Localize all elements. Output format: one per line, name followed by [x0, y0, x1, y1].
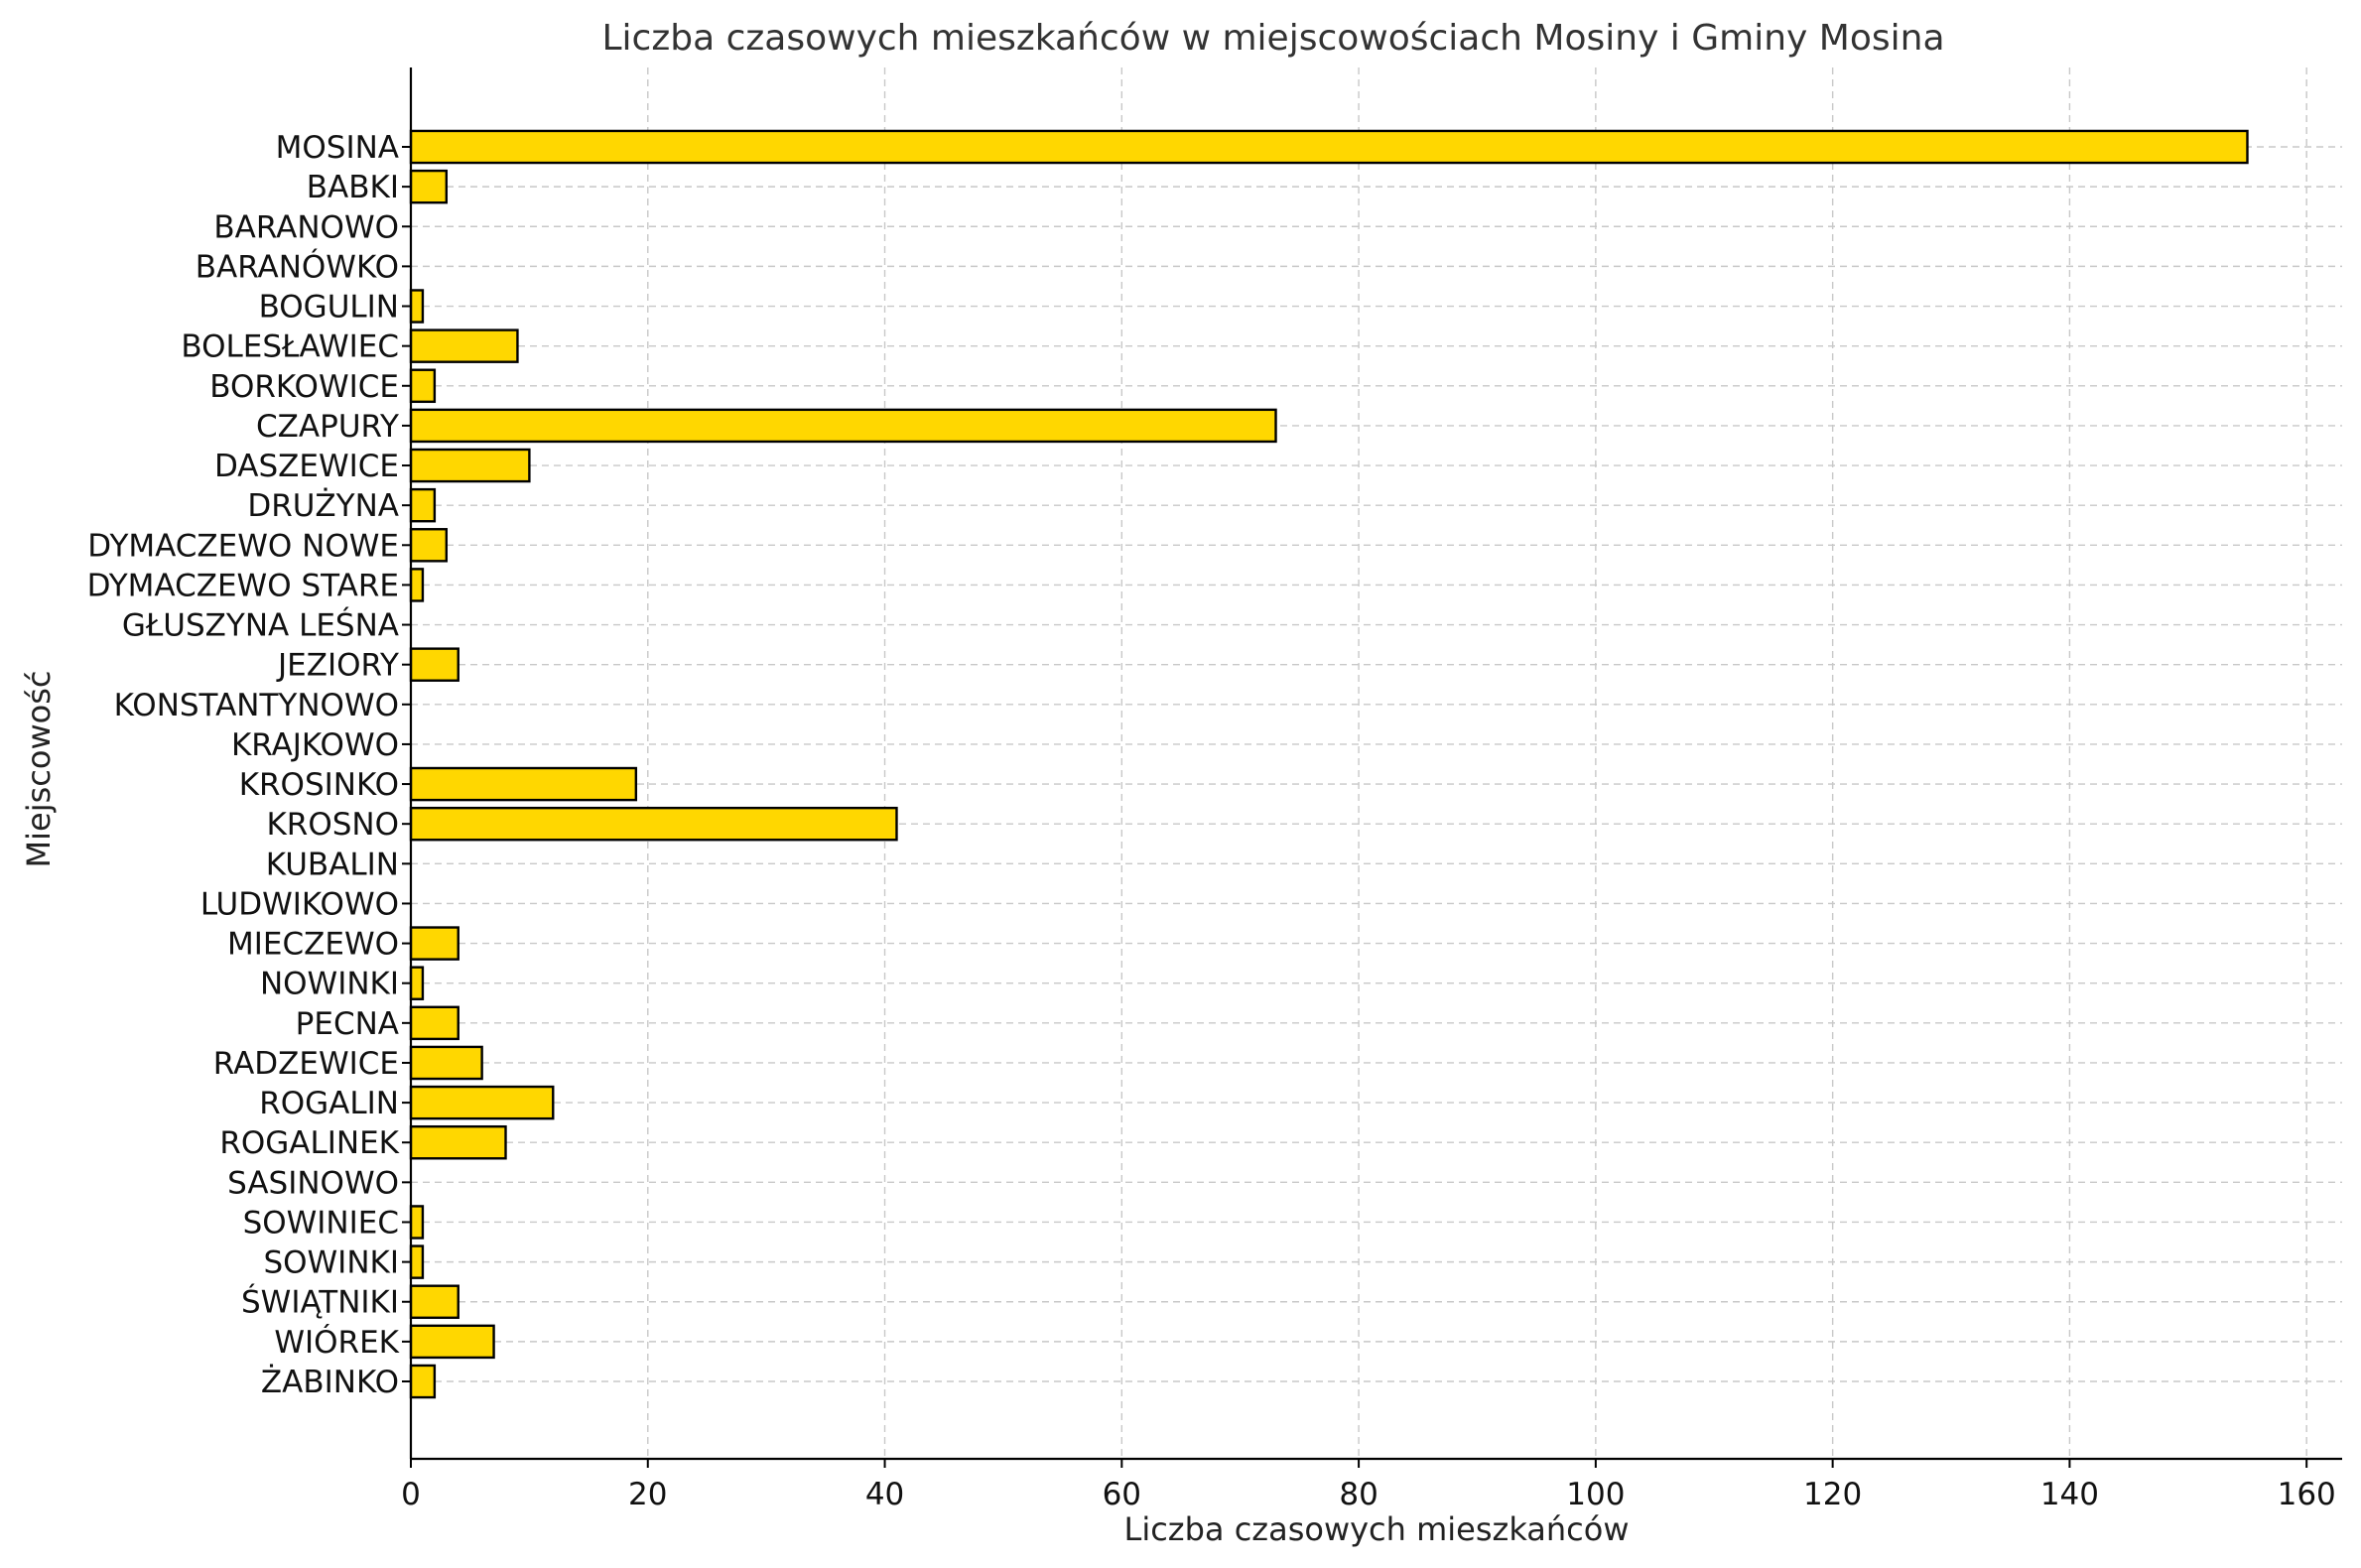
x-tick-label: 20 — [628, 1477, 667, 1512]
y-tick-label: BOGULIN — [259, 290, 399, 326]
x-tick-label: 0 — [401, 1477, 421, 1512]
y-tick-label: SOWINIEC — [243, 1205, 399, 1241]
y-tick-label: SASINOWO — [227, 1165, 399, 1201]
bar-16 — [409, 766, 638, 802]
y-tick-label: MOSINA — [276, 130, 399, 166]
x-tick-labels: 0 20 40 60 80 100 120 140 160 — [401, 1477, 2336, 1512]
y-tick-label: DASZEWICE — [214, 449, 399, 484]
y-tick-label: DYMACZEWO NOWE — [87, 528, 399, 564]
axis-layer — [402, 67, 2342, 1468]
y-tick-label: SOWINKI — [263, 1245, 399, 1281]
y-tick-label: BORKOWICE — [209, 369, 399, 405]
bar-1 — [409, 169, 449, 204]
bar-0 — [409, 129, 2249, 165]
bar-13 — [409, 647, 459, 682]
y-tick-label: KRAJKOWO — [231, 727, 399, 763]
y-tick-label: DYMACZEWO STARE — [87, 568, 399, 603]
bar-22 — [409, 1005, 459, 1041]
y-tick-label: DRUŻYNA — [247, 488, 399, 524]
bar-20 — [409, 926, 459, 961]
y-tick-label: MIECZEWO — [227, 927, 399, 963]
bar-17 — [409, 806, 898, 842]
x-tick-label: 80 — [1339, 1477, 1377, 1512]
y-tick-label: BARANOWO — [213, 209, 399, 245]
bar-23 — [409, 1045, 483, 1081]
y-tick-label: ŻABINKO — [261, 1365, 399, 1400]
y-tick-label: ROGALINEK — [219, 1125, 399, 1161]
x-axis-label: Liczba czasowych mieszkańców — [1123, 1510, 1629, 1548]
y-tick-label: NOWINKI — [260, 967, 399, 1002]
bar-5 — [409, 328, 519, 363]
y-tick-label: RADZEWICE — [213, 1046, 399, 1082]
x-tick-label: 40 — [865, 1477, 904, 1512]
y-tick-label: KONSTANTYNOWO — [114, 688, 399, 723]
y-tick-label: KUBALIN — [266, 847, 399, 882]
bar-27 — [409, 1205, 425, 1240]
bar-21 — [409, 966, 425, 1000]
y-tick-label: BOLESŁAWIEC — [181, 329, 399, 365]
x-tick-label: 160 — [2278, 1477, 2336, 1512]
y-tick-label: ROGALIN — [259, 1086, 399, 1121]
x-tick-label: 60 — [1103, 1477, 1141, 1512]
y-tick-label: WIÓREK — [274, 1324, 399, 1361]
x-tick-label: 140 — [2040, 1477, 2099, 1512]
y-tick-label: KROSNO — [266, 807, 399, 843]
y-axis-label: Miejscowość — [20, 671, 58, 868]
y-tick-label: CZAPURY — [256, 409, 399, 445]
bar-7 — [409, 408, 1277, 444]
bar-4 — [409, 289, 425, 324]
grid-layer — [410, 67, 2342, 1459]
y-tick-label: KROSINKO — [239, 767, 399, 803]
bar-11 — [409, 568, 425, 602]
bar-30 — [409, 1324, 495, 1360]
y-tick-label: BARANÓWKO — [196, 248, 399, 285]
y-tick-label: PECNA — [296, 1006, 399, 1042]
y-tick-label: LUDWIKOWO — [200, 886, 399, 922]
bar-25 — [409, 1124, 507, 1160]
x-tick-label: 120 — [1803, 1477, 1862, 1512]
bar-8 — [409, 448, 531, 483]
bar-29 — [409, 1284, 459, 1319]
bar-31 — [409, 1364, 437, 1399]
chart-title: Liczba czasowych mieszkańców w miejscowo… — [601, 18, 1944, 59]
bar-6 — [409, 368, 437, 404]
y-tick-label: ŚWIĄTNIKI — [241, 1284, 399, 1321]
y-tick-label: JEZIORY — [276, 648, 399, 684]
x-tick-label: 100 — [1566, 1477, 1625, 1512]
bar-layer — [409, 129, 2249, 1399]
bar-10 — [409, 528, 449, 563]
y-tick-label: BABKI — [307, 170, 399, 205]
bar-24 — [409, 1085, 555, 1120]
bar-9 — [409, 487, 437, 523]
y-tick-label: GŁUSZYNA LEŚNA — [122, 607, 399, 644]
bar-28 — [409, 1244, 425, 1279]
